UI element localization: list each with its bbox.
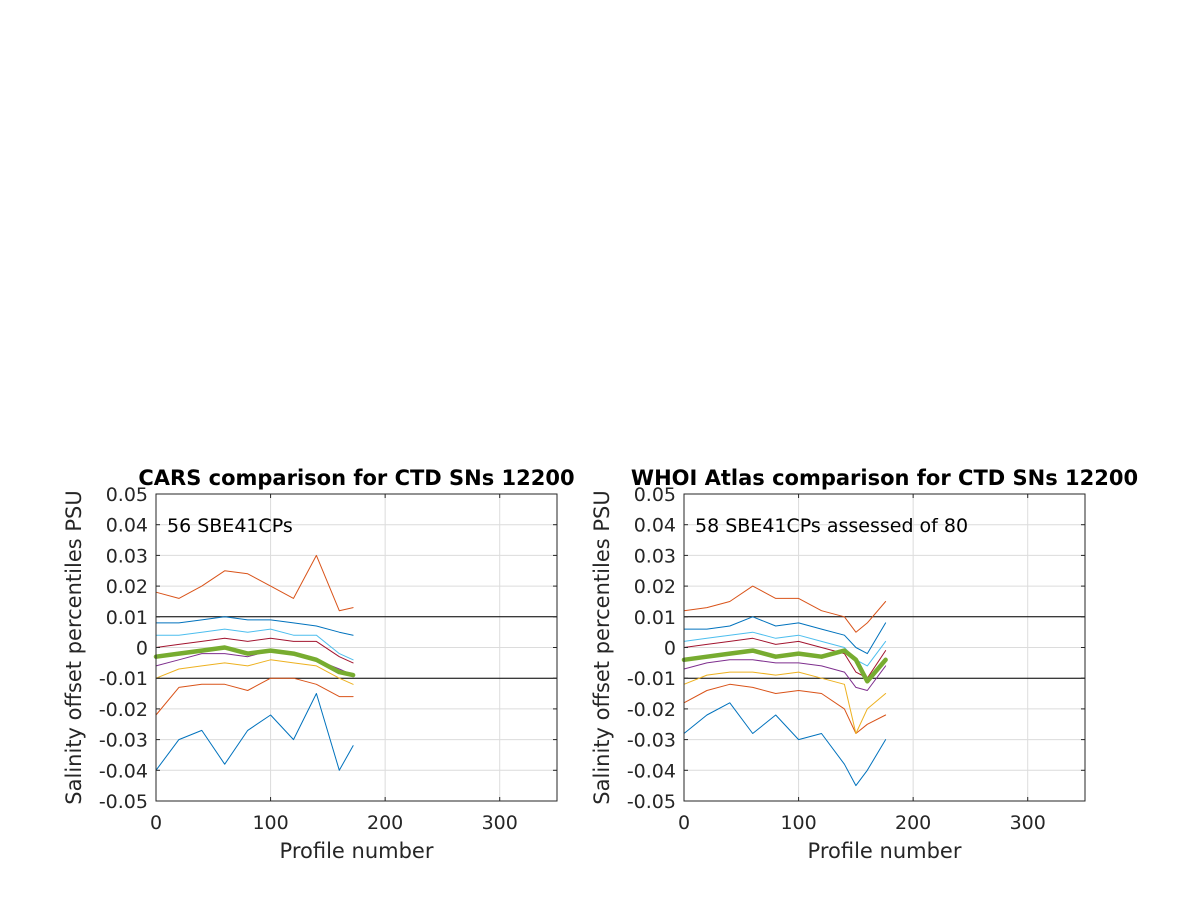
series-line-1 [683, 683, 887, 734]
annotation-text: 56 SBE41CPs [167, 515, 293, 537]
y-tick-label: 0.02 [634, 576, 676, 598]
y-tick-label: 0 [664, 638, 676, 660]
chart-title: WHOI Atlas comparison for CTD SNs 12200 [631, 466, 1138, 490]
y-tick-label: 0.03 [106, 545, 148, 567]
series-group [153, 554, 356, 771]
series-line-4 [155, 637, 354, 664]
series-line-8 [681, 648, 888, 684]
series-line-8 [153, 645, 356, 678]
y-tick-label: 0.01 [634, 607, 676, 629]
y-tick-label: 0.03 [634, 545, 676, 567]
annotation-text: 58 SBE41CPs assessed of 80 [695, 515, 968, 537]
y-tick-label: -0.03 [627, 730, 676, 752]
y-tick-label: -0.05 [627, 791, 676, 813]
x-tick-label: 300 [482, 812, 518, 834]
series-line-7 [155, 554, 354, 612]
x-tick-label: 100 [780, 812, 816, 834]
series-line-1 [155, 677, 354, 716]
y-tick-label: -0.03 [99, 730, 148, 752]
y-tick-label: 0.04 [106, 515, 148, 537]
y-axis-label: Salinity offset percentiles PSU [590, 490, 614, 804]
y-tick-label: 0.05 [634, 484, 676, 506]
y-tick-label: 0.02 [106, 576, 148, 598]
series-line-3 [683, 659, 887, 691]
series-line-0 [683, 702, 887, 787]
x-tick-label: 0 [150, 812, 162, 834]
y-tick-label: -0.01 [627, 668, 676, 690]
ticks: 0 100 200 300 0.05 0.04 0.03 0.02 0.01 0 -0.01 -0.0… [627, 484, 1085, 834]
series-line-6 [683, 616, 887, 655]
series-line-2 [683, 671, 887, 734]
y-tick-label: 0.01 [106, 607, 148, 629]
chart-title: CARS comparison for CTD SNs 12200 [138, 466, 574, 490]
x-tick-label: 100 [252, 812, 288, 834]
y-tick-label: 0.04 [634, 515, 676, 537]
series-line-2 [155, 659, 354, 685]
x-axis-label: Profile number [280, 839, 434, 863]
series-group [681, 585, 888, 787]
x-tick-label: 0 [678, 812, 690, 834]
y-tick-label: 0.05 [106, 484, 148, 506]
y-tick-label: 0 [136, 638, 148, 660]
series-line-7 [683, 585, 887, 633]
y-tick-label: -0.04 [627, 760, 676, 782]
series-line-4 [683, 637, 887, 679]
y-axis-label: Salinity offset percentiles PSU [62, 490, 86, 804]
y-tick-label: -0.04 [99, 760, 148, 782]
whoi-atlas-comparison-panel: 0 100 200 300 0.05 0.04 0.03 0.02 0.01 0 -0.01 -0.0… [590, 466, 1138, 863]
x-tick-label: 300 [1010, 812, 1046, 834]
x-tick-label: 200 [367, 812, 403, 834]
x-tick-label: 200 [895, 812, 931, 834]
series-line-5 [155, 628, 354, 661]
x-axis-label: Profile number [808, 839, 962, 863]
y-tick-label: -0.05 [99, 791, 148, 813]
cars-comparison-panel: 0 100 200 300 0.05 0.04 0.03 0.02 0.01 0 -0.01 -0.0… [62, 466, 575, 863]
series-line-5 [683, 631, 887, 667]
series-line-0 [155, 693, 354, 771]
series-line-6 [155, 616, 354, 636]
y-tick-label: -0.02 [627, 699, 676, 721]
ticks: 0 100 200 300 0.05 0.04 0.03 0.02 0.01 0 -0.01 -0.0… [99, 484, 557, 834]
y-tick-label: -0.01 [99, 668, 148, 690]
y-tick-label: -0.02 [99, 699, 148, 721]
